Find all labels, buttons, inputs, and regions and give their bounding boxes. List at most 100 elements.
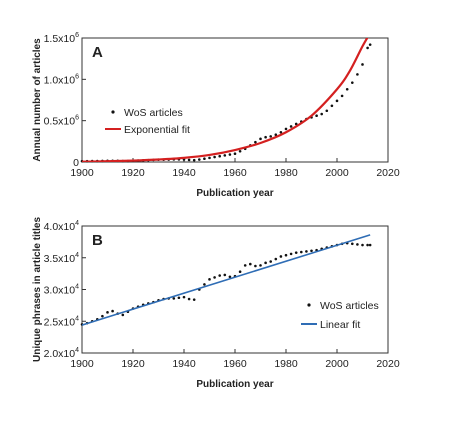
x-tick-label-2020-b: 2020: [376, 358, 400, 370]
panel-label-b: B: [92, 232, 103, 249]
legend-entry-linear-fit: Linear fit: [320, 319, 360, 331]
x-tick-label-1920-b: 1920: [121, 358, 145, 370]
legend-entry-exponential-fit: Exponential fit: [124, 124, 190, 136]
series-line-exponential-fit: [82, 38, 369, 162]
data-point-wos-articles-a: [208, 156, 211, 160]
x-tick-label-2000-a: 2000: [325, 167, 349, 179]
x-tick-label-2020-a: 2020: [376, 167, 400, 179]
data-point-wos-articles-b: [254, 264, 257, 268]
data-point-wos-articles-b: [351, 242, 354, 246]
data-point-wos-articles-b: [172, 297, 176, 300]
x-ticks-a: 1900 1920 1940 1960 1980 2000 2020: [70, 158, 400, 179]
x-axis-label-b: Publication year: [196, 379, 273, 390]
data-point-wos-articles-b: [243, 264, 247, 267]
data-point-wos-articles-b: [121, 313, 125, 317]
legend-marker-wos-articles-a: [111, 110, 115, 114]
data-point-wos-articles-a: [289, 125, 293, 128]
data-point-wos-articles-a: [284, 127, 288, 131]
x-ticks-b: 1900 1920 1940 1960 1980 2000 2020: [70, 349, 400, 370]
data-point-wos-articles-b: [203, 283, 206, 286]
series-layer-b: [80, 234, 372, 326]
data-point-wos-articles-a: [228, 153, 232, 156]
y-tick-label-0-b: 2.0x104: [44, 347, 80, 360]
x-axis-label-a: Publication year: [196, 188, 273, 199]
data-point-wos-articles-a: [213, 155, 216, 159]
data-point-wos-articles-a: [330, 104, 334, 108]
data-point-wos-articles-a: [187, 158, 191, 162]
legend-entry-wos-articles-b: WoS articles: [320, 300, 379, 312]
y-tick-label-4-b: 4.0x104: [44, 220, 80, 233]
data-point-wos-articles-b: [279, 255, 283, 258]
data-point-wos-articles-b: [213, 276, 216, 279]
legend-entry-wos-articles-a: WoS articles: [124, 107, 183, 119]
data-point-wos-articles-a: [198, 158, 201, 161]
y-axis-label-b: Unique phrases in article titles: [32, 217, 43, 362]
x-tick-label-1900-b: 1900: [70, 358, 94, 370]
data-point-wos-articles-b: [228, 275, 232, 279]
data-point-wos-articles-a: [335, 99, 339, 103]
data-point-wos-articles-a: [356, 73, 359, 76]
y-ticks-b: 2.0x104 2.5x104 3.0x104 3.5x104 4.0x104: [44, 220, 86, 360]
data-point-wos-articles-b: [192, 298, 196, 301]
y-tick-label-1-b: 2.5x104: [44, 315, 80, 328]
data-point-wos-articles-b: [356, 243, 359, 246]
data-point-wos-articles-b: [218, 274, 221, 277]
panel-label-a: A: [92, 44, 103, 61]
data-point-wos-articles-a: [279, 130, 283, 134]
data-point-wos-articles-a: [259, 137, 262, 141]
y-tick-label-3-b: 3.5x104: [44, 252, 80, 265]
data-point-wos-articles-a: [294, 122, 298, 126]
y-tick-label-2-a: 1.0x106: [44, 73, 80, 86]
y-ticks-a: 0 0.5x106 1.0x106 1.5x106: [44, 32, 86, 169]
y-tick-label-3-a: 1.5x106: [44, 32, 80, 45]
x-tick-label-1900-a: 1900: [70, 167, 94, 179]
data-point-wos-articles-b: [101, 314, 104, 318]
series-layer-a: [80, 38, 372, 163]
chart-panel-a: A Publication year Annual number of arti…: [32, 32, 400, 199]
y-tick-label-1-a: 0.5x106: [44, 115, 80, 128]
data-point-wos-articles-a: [320, 112, 324, 116]
data-point-wos-articles-a: [203, 157, 206, 160]
legend-a: WoS articles Exponential fit: [105, 107, 190, 136]
data-point-wos-articles-b: [289, 252, 293, 256]
y-tick-label-0-a: 0: [73, 157, 79, 169]
data-point-wos-articles-a: [325, 109, 329, 113]
x-tick-label-1960-b: 1960: [223, 358, 247, 370]
data-point-wos-articles-b: [177, 296, 181, 300]
data-point-wos-articles-b: [249, 262, 252, 266]
data-point-wos-articles-a: [340, 94, 344, 98]
y-axis-label-a: Annual number of articles: [32, 38, 43, 162]
x-tick-label-1980-b: 1980: [274, 358, 298, 370]
series-line-linear-fit: [82, 234, 371, 326]
data-point-wos-articles-a: [315, 114, 318, 118]
data-point-wos-articles-b: [238, 270, 242, 274]
legend-b: WoS articles Linear fit: [301, 300, 379, 331]
data-point-wos-articles-b: [269, 260, 273, 263]
data-point-wos-articles-b: [111, 309, 114, 313]
data-point-wos-articles-b: [208, 278, 211, 281]
data-point-wos-articles-a: [361, 63, 364, 66]
data-point-wos-articles-a: [345, 87, 349, 91]
data-point-wos-articles-b: [294, 251, 298, 254]
data-point-wos-articles-b: [310, 249, 313, 253]
data-point-wos-articles-b: [182, 295, 186, 299]
plot-frame-a: [81, 37, 389, 163]
x-tick-label-1980-a: 1980: [274, 167, 298, 179]
data-point-wos-articles-b: [264, 261, 267, 265]
data-point-wos-articles-b: [274, 257, 278, 261]
data-point-wos-articles-b: [284, 253, 288, 257]
data-point-wos-articles-a: [269, 135, 273, 138]
data-point-wos-articles-a: [254, 140, 257, 144]
x-tick-label-2000-b: 2000: [325, 358, 349, 370]
data-point-wos-articles-a: [351, 81, 354, 84]
data-point-wos-articles-a: [238, 149, 242, 153]
chart-panel-b: B Publication year Unique phrases in art…: [32, 217, 400, 390]
data-point-wos-articles-b: [259, 264, 262, 267]
data-point-wos-articles-b: [368, 243, 372, 247]
data-point-wos-articles-a: [366, 46, 369, 50]
x-tick-label-1920-a: 1920: [121, 167, 145, 179]
y-tick-label-2-b: 3.0x104: [44, 284, 80, 297]
x-tick-label-1940-b: 1940: [172, 358, 196, 370]
x-tick-label-1960-a: 1960: [223, 167, 247, 179]
data-point-wos-articles-a: [274, 133, 278, 137]
